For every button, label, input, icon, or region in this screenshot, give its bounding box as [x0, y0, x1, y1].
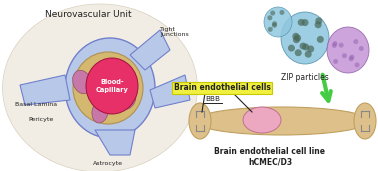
Text: Tight
Junctions: Tight Junctions — [160, 27, 189, 37]
Text: hCMEC/D3: hCMEC/D3 — [248, 157, 292, 167]
Ellipse shape — [359, 46, 364, 51]
Ellipse shape — [243, 107, 281, 133]
Text: Brain endothelial cell line: Brain endothelial cell line — [214, 148, 325, 156]
Ellipse shape — [73, 70, 91, 94]
Ellipse shape — [272, 23, 277, 28]
Text: BBB: BBB — [206, 96, 220, 102]
Ellipse shape — [333, 59, 338, 64]
Ellipse shape — [333, 41, 338, 46]
Text: Basal Lamina: Basal Lamina — [15, 102, 57, 108]
Ellipse shape — [350, 55, 355, 60]
Ellipse shape — [355, 62, 359, 67]
Ellipse shape — [279, 10, 285, 15]
Text: ZIP particles: ZIP particles — [281, 74, 329, 82]
Ellipse shape — [299, 43, 307, 50]
Ellipse shape — [302, 19, 308, 26]
Ellipse shape — [317, 36, 324, 43]
Ellipse shape — [288, 45, 295, 52]
Polygon shape — [150, 75, 190, 108]
Ellipse shape — [305, 51, 312, 58]
Ellipse shape — [272, 21, 277, 26]
Text: Brain endothelial cells: Brain endothelial cells — [174, 83, 270, 93]
Ellipse shape — [268, 27, 273, 32]
Ellipse shape — [293, 36, 300, 43]
Ellipse shape — [307, 45, 314, 52]
Ellipse shape — [189, 103, 211, 139]
Text: Blood-
Capillary: Blood- Capillary — [96, 79, 129, 93]
Ellipse shape — [92, 101, 108, 123]
Ellipse shape — [120, 91, 136, 109]
Polygon shape — [130, 30, 170, 70]
Text: Neurovascular Unit: Neurovascular Unit — [45, 10, 131, 19]
Ellipse shape — [342, 53, 347, 58]
Ellipse shape — [281, 12, 329, 64]
Ellipse shape — [314, 21, 322, 28]
Ellipse shape — [315, 17, 322, 24]
Ellipse shape — [349, 56, 353, 61]
Ellipse shape — [86, 58, 138, 114]
Text: Astrocyte: Astrocyte — [93, 161, 123, 166]
Ellipse shape — [3, 4, 197, 171]
Ellipse shape — [73, 52, 143, 124]
Ellipse shape — [354, 103, 376, 139]
Ellipse shape — [353, 39, 358, 44]
Ellipse shape — [332, 43, 337, 48]
Ellipse shape — [327, 27, 369, 73]
Ellipse shape — [195, 107, 370, 135]
Polygon shape — [95, 130, 135, 155]
Ellipse shape — [302, 43, 309, 50]
Ellipse shape — [294, 35, 301, 42]
Ellipse shape — [270, 10, 275, 16]
Text: Pericyte: Pericyte — [28, 117, 53, 122]
Ellipse shape — [65, 38, 155, 138]
Ellipse shape — [292, 33, 299, 40]
Ellipse shape — [298, 19, 305, 26]
Polygon shape — [20, 75, 70, 105]
Ellipse shape — [264, 7, 292, 37]
Ellipse shape — [295, 49, 302, 56]
Ellipse shape — [267, 15, 273, 20]
Ellipse shape — [339, 43, 344, 48]
